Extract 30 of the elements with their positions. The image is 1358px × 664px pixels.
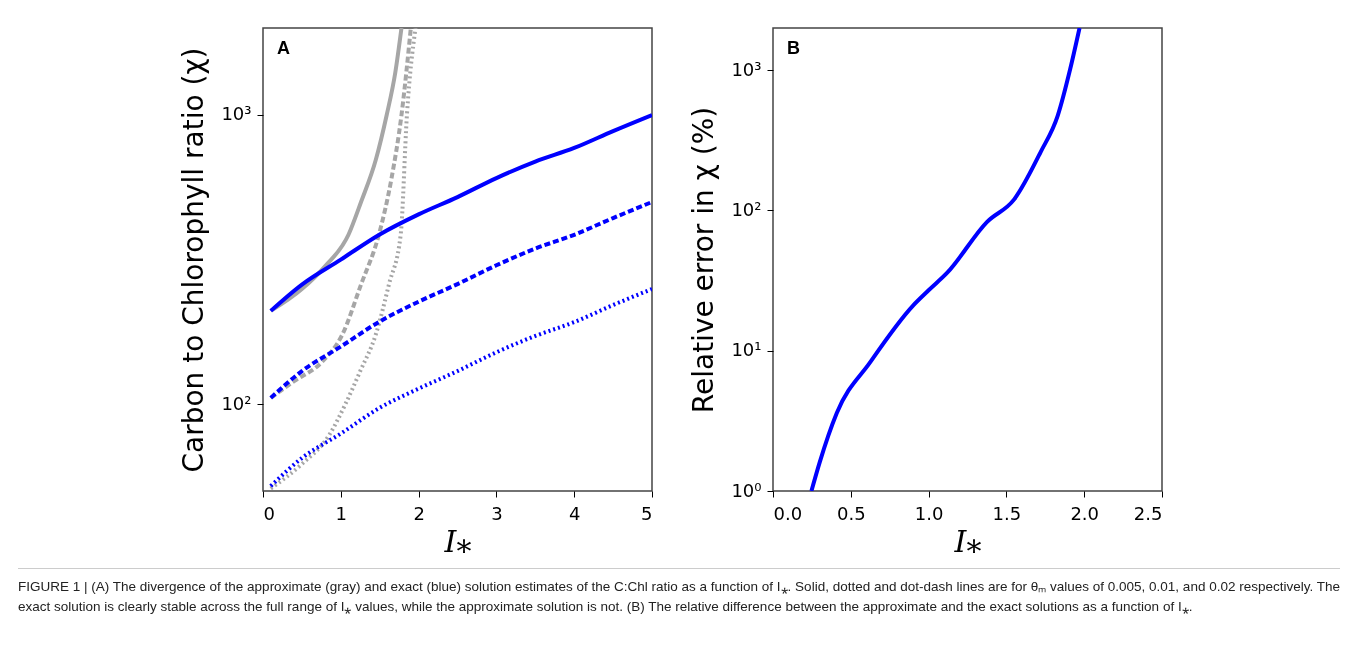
x-tick-label: 4 [568, 502, 581, 524]
y-tick-label: 10³ [221, 103, 252, 125]
caption: FIGURE 1 | (A) The divergence of the approximate (gray) and exact (blue) solution estimates of the C:Chl ratio as a function of I⁎. Solid, dotted and dot-dash lines are for θₘ values of 0.005, 0.01, and 0.02 respectively. The exact solution is clearly stable across the full range of I⁎ values, while the approximate solution is not. (B) The relative difference between the approximate and the exact solutions as a function of I⁎. [18, 568, 1340, 617]
annotation: A [277, 38, 290, 58]
y-tick-label: 10² [731, 198, 762, 220]
y-tick-label: 10² [221, 392, 252, 414]
x-tick-label: 3 [491, 502, 503, 524]
x-tick-label: 0.5 [836, 502, 866, 524]
y-tick-label: 10⁰ [731, 479, 762, 501]
line-series [268, 113, 652, 313]
line-series [809, 28, 1082, 491]
x-axis-title: I⁎ [443, 523, 472, 559]
x-tick-label: 1.5 [992, 502, 1022, 524]
x-tick-label: 0 [263, 502, 275, 524]
line-series [268, 200, 652, 400]
x-tick-label: 2.5 [1133, 502, 1163, 524]
annotation: B [787, 38, 800, 58]
y-axis-title: Carbon to Chlorophyll ratio (χ) [177, 47, 211, 473]
y-axis-title: Relative error in χ (%) [687, 106, 721, 414]
line-series [268, 28, 418, 491]
x-tick-label: 1 [335, 502, 348, 524]
y-tick-label: 10¹ [731, 339, 762, 361]
x-tick-label: 5 [641, 502, 653, 524]
x-axis-title: I⁎ [953, 523, 982, 559]
x-tick-label: 2 [413, 502, 425, 524]
y-tick-label: 10³ [731, 58, 762, 80]
x-tick-label: 1.0 [914, 502, 944, 524]
x-tick-label: 2.0 [1070, 502, 1100, 524]
x-tick-label: 0.0 [773, 502, 803, 524]
line-series [268, 287, 652, 489]
